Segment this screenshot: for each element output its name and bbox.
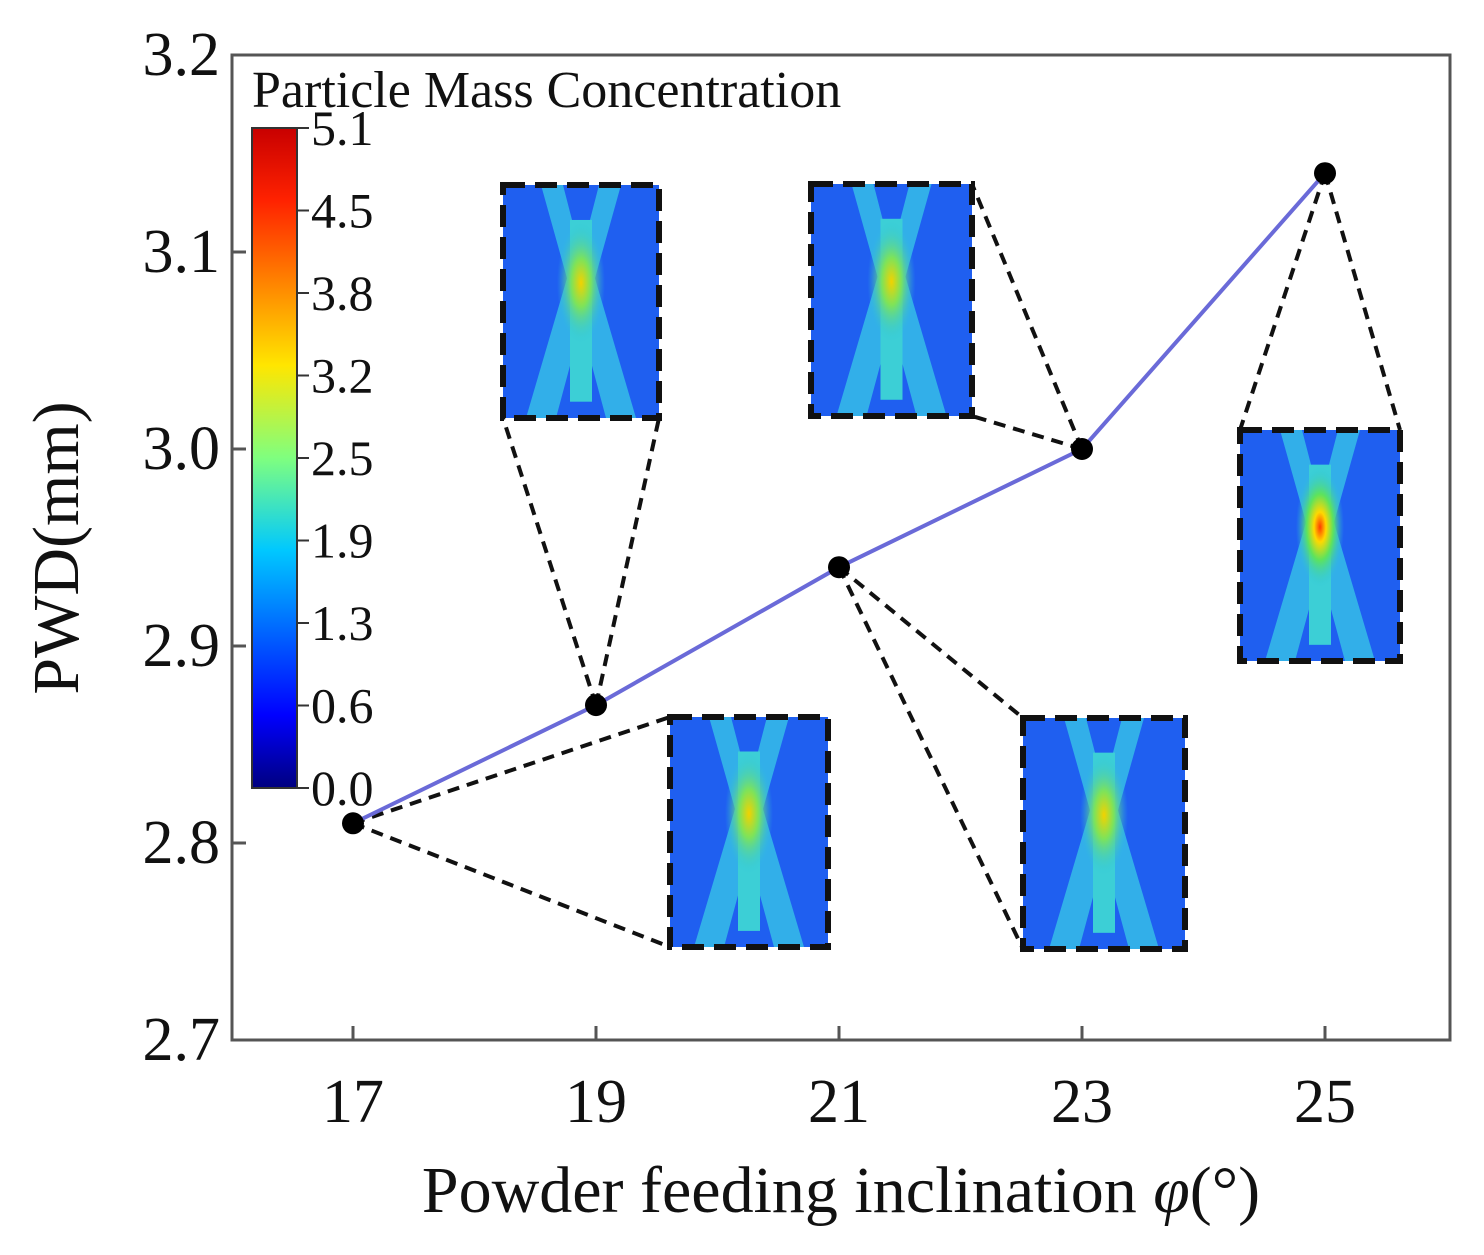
x-tick-label: 19	[565, 1068, 627, 1136]
colorbar-title: Particle Mass Concentration	[252, 62, 841, 119]
inset-heatmap-23°	[808, 181, 975, 419]
data-point-19	[585, 694, 607, 717]
colorbar-tick-label: 1.3	[311, 595, 374, 651]
y-tick-label: 2.9	[143, 612, 221, 680]
inset-hotspot	[725, 753, 773, 874]
inset-border	[1020, 715, 1188, 952]
inset-border	[500, 182, 662, 421]
connector-line	[352, 715, 671, 826]
data-point-25	[1314, 162, 1336, 185]
y-tick-label: 2.7	[143, 1006, 221, 1074]
inset-border	[808, 181, 975, 419]
connector-line	[970, 183, 1084, 450]
inset-heatmap-17°	[667, 714, 831, 950]
inset-hotspot	[867, 221, 916, 342]
connector-line	[837, 565, 1025, 720]
x-tick-label: 21	[808, 1068, 870, 1136]
x-tick-label: 17	[322, 1068, 384, 1136]
y-tick-label: 3.2	[143, 21, 221, 89]
connector-line	[1238, 172, 1327, 431]
inset-heatmap-19°	[500, 182, 662, 421]
connector-line	[594, 417, 661, 706]
y-tick-label: 3.0	[143, 415, 221, 483]
colorbar-tick-label: 2.5	[311, 430, 374, 486]
insets	[500, 181, 1403, 952]
x-axis-title: Powder feeding inclination φ(°)	[422, 1154, 1260, 1227]
inset-border	[1237, 427, 1403, 664]
inset-connectors	[352, 172, 1402, 950]
y-axis-title: PWD(mm)	[20, 401, 93, 694]
colorbar-tick-label: 3.8	[311, 265, 374, 321]
x-tick-label: 23	[1051, 1068, 1113, 1136]
inset-heatmap-21°	[1020, 715, 1188, 952]
colorbar-tick-label: 0.0	[311, 760, 374, 816]
colorbar-ticks: 0.0 0.6 1.3 1.9 2.5 3.2 3.8 4.5 5.1	[297, 100, 374, 816]
inset-hotspot	[557, 222, 605, 343]
series-pwd	[342, 162, 1336, 835]
inset-hotspot	[1080, 755, 1128, 876]
connector-line	[837, 566, 1025, 950]
inset-hotspot	[1296, 467, 1344, 588]
data-point-17	[342, 812, 364, 835]
y-tick-label: 2.8	[143, 809, 221, 877]
plot-frame	[230, 53, 1452, 1042]
y-axis: 2.7 2.8 2.9 3.0 3.1 3.2	[143, 21, 246, 1074]
colorbar-tick-label: 0.6	[311, 678, 374, 734]
y-tick-label: 3.1	[143, 218, 221, 286]
colorbar-tick-label: 3.2	[311, 348, 374, 404]
connector-line	[971, 414, 1083, 451]
colorbar-tick-label: 1.9	[311, 513, 374, 569]
connector-line	[352, 821, 671, 949]
x-tick-label: 25	[1294, 1068, 1356, 1136]
data-point-21	[828, 556, 850, 579]
colorbar	[251, 127, 298, 789]
x-axis: 17 19 21 23 25	[322, 1026, 1356, 1136]
data-point-23	[1071, 438, 1093, 460]
inset-heatmap-25°	[1237, 427, 1403, 664]
colorbar-tick-label: 5.1	[311, 100, 374, 156]
colorbar-tick-label: 4.5	[311, 183, 374, 239]
inset-border	[667, 714, 831, 950]
connector-line	[1323, 172, 1402, 431]
connector-line	[501, 417, 598, 706]
